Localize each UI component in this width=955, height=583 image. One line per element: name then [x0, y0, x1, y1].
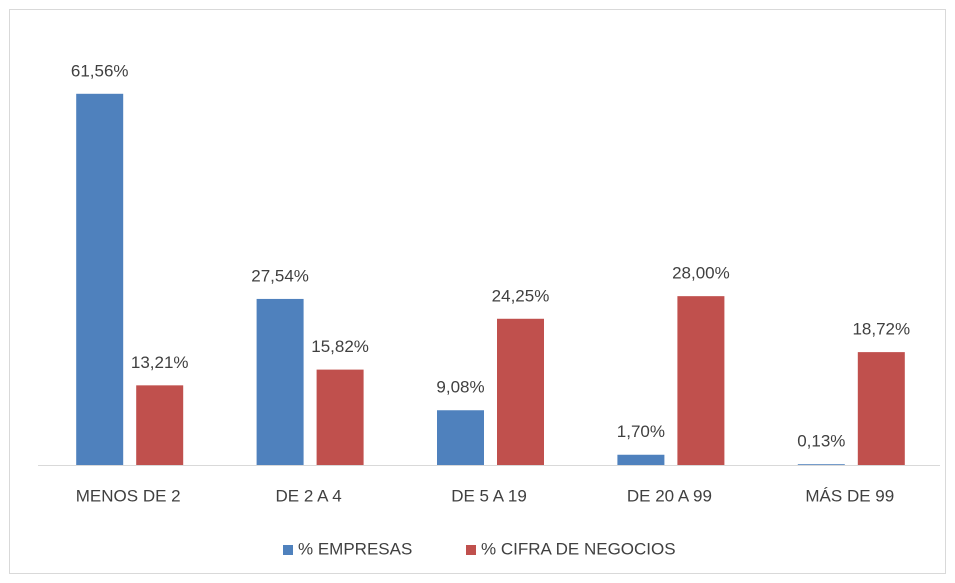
data-label: 9,08% — [436, 378, 484, 397]
data-label: 24,25% — [492, 286, 550, 305]
x-tick-label: DE 2 A 4 — [276, 486, 342, 505]
x-tick-label: DE 20 A 99 — [627, 486, 712, 505]
legend-swatch — [283, 545, 293, 555]
bar — [497, 318, 544, 465]
legend-swatch — [466, 545, 476, 555]
bar — [437, 410, 484, 465]
bar — [316, 369, 364, 465]
bar — [857, 352, 905, 465]
data-label: 15,82% — [311, 337, 369, 356]
x-tick-label: DE 5 A 19 — [451, 486, 527, 505]
x-tick-label: MENOS DE 2 — [76, 486, 181, 505]
data-label: 61,56% — [71, 61, 129, 80]
data-label: 13,21% — [131, 353, 189, 372]
bar — [256, 298, 304, 465]
bar — [677, 296, 725, 465]
bar — [76, 93, 124, 465]
chart-border — [9, 9, 946, 574]
x-tick-label: MÁS DE 99 — [805, 486, 894, 505]
bar — [797, 464, 845, 465]
data-label: 27,54% — [251, 266, 309, 285]
data-label: 18,72% — [852, 320, 910, 339]
legend-label: % CIFRA DE NEGOCIOS — [481, 539, 676, 558]
bar — [617, 454, 665, 465]
legend-label: % EMPRESAS — [298, 539, 412, 558]
data-label: 1,70% — [617, 422, 665, 441]
bar — [136, 385, 184, 465]
data-label: 28,00% — [672, 264, 730, 283]
data-label: 0,13% — [797, 432, 845, 451]
